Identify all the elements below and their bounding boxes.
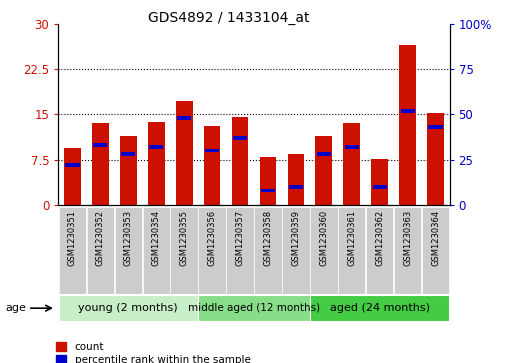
Bar (394, 207, 421, 294)
Bar (289, 185, 303, 189)
Text: GSM1230356: GSM1230356 (208, 209, 216, 266)
Bar (233, 136, 247, 140)
Text: GSM1230363: GSM1230363 (403, 209, 412, 266)
Bar (338, 207, 365, 294)
Text: middle aged (12 months): middle aged (12 months) (188, 303, 320, 313)
Text: GSM1230354: GSM1230354 (152, 209, 161, 265)
Bar (65, 163, 80, 167)
Text: GSM1230360: GSM1230360 (320, 209, 328, 266)
Bar (149, 145, 164, 149)
Bar (177, 116, 192, 120)
Text: age: age (5, 303, 26, 313)
Bar (232, 117, 248, 205)
Bar (372, 185, 387, 189)
Text: GSM1230359: GSM1230359 (292, 209, 300, 265)
Bar (176, 101, 193, 205)
Bar (59, 207, 86, 294)
Text: GSM1230364: GSM1230364 (431, 209, 440, 266)
Legend: count, percentile rank within the sample: count, percentile rank within the sample (56, 342, 250, 363)
Bar (366, 207, 393, 294)
Text: GSM1230355: GSM1230355 (180, 209, 188, 265)
Bar (282, 207, 309, 294)
Bar (92, 123, 109, 205)
Bar (148, 122, 165, 205)
Bar (64, 148, 81, 205)
Bar (260, 157, 276, 205)
Bar (310, 207, 337, 294)
Bar (227, 207, 253, 294)
Bar (143, 207, 170, 294)
Text: GSM1230361: GSM1230361 (347, 209, 356, 266)
Bar (427, 113, 444, 205)
Text: GSM1230357: GSM1230357 (236, 209, 244, 266)
Bar (371, 159, 388, 205)
Bar (115, 207, 142, 294)
Bar (199, 207, 226, 294)
Bar (400, 109, 415, 113)
Bar (315, 135, 332, 205)
Bar (199, 295, 309, 321)
Text: GSM1230353: GSM1230353 (124, 209, 133, 266)
Bar (422, 207, 449, 294)
Bar (428, 125, 443, 129)
Text: aged (24 months): aged (24 months) (330, 303, 430, 313)
Bar (343, 123, 360, 205)
Bar (120, 135, 137, 205)
Bar (261, 189, 275, 192)
Bar (255, 207, 281, 294)
Text: GDS4892 / 1433104_at: GDS4892 / 1433104_at (148, 11, 309, 25)
Bar (204, 126, 220, 205)
Bar (344, 145, 359, 149)
Text: GSM1230351: GSM1230351 (68, 209, 77, 265)
Bar (171, 207, 198, 294)
Bar (310, 295, 449, 321)
Bar (93, 143, 108, 147)
Bar (399, 45, 416, 205)
Bar (316, 152, 331, 156)
Text: GSM1230362: GSM1230362 (375, 209, 384, 266)
Text: young (2 months): young (2 months) (78, 303, 178, 313)
Text: GSM1230358: GSM1230358 (264, 209, 272, 266)
Bar (59, 295, 198, 321)
Bar (288, 154, 304, 205)
Bar (87, 207, 114, 294)
Text: GSM1230352: GSM1230352 (96, 209, 105, 265)
Bar (205, 149, 219, 152)
Bar (121, 152, 136, 156)
